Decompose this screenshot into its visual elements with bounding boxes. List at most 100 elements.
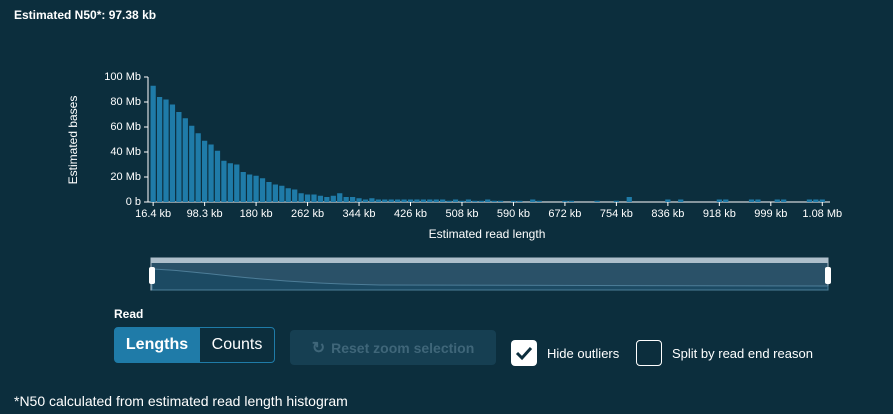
x-tick-label: 999 kb <box>754 208 787 220</box>
x-tick-label: 16.4 kb <box>135 208 171 220</box>
brush-handle-right[interactable] <box>825 267 831 284</box>
bar <box>819 199 825 202</box>
bar <box>221 160 227 202</box>
bar <box>774 199 780 202</box>
bar <box>176 112 182 202</box>
bar <box>234 164 240 202</box>
reset-icon: ↻ <box>311 339 326 357</box>
footnote: *N50 calculated from estimated read leng… <box>14 393 348 409</box>
x-tick-label: 836 kb <box>651 208 684 220</box>
split-label: Split by read end reason <box>672 346 813 361</box>
bar <box>324 197 330 202</box>
bar <box>465 199 472 202</box>
bar <box>407 199 414 202</box>
x-tick-label: 918 kb <box>703 208 736 220</box>
bar <box>806 199 813 202</box>
bar <box>214 150 221 202</box>
split-checkbox[interactable] <box>636 340 662 366</box>
bar <box>568 200 574 202</box>
bar <box>452 199 459 202</box>
bar <box>195 133 201 202</box>
bar <box>665 199 671 202</box>
bar <box>349 197 356 202</box>
x-tick-label: 344 kb <box>343 208 376 220</box>
bar <box>304 194 311 202</box>
bar <box>330 195 336 202</box>
bar <box>253 175 259 202</box>
bar <box>678 199 684 202</box>
bar <box>292 189 298 202</box>
bar <box>240 172 246 202</box>
bar <box>813 199 819 202</box>
x-tick-label: 180 kb <box>240 208 273 220</box>
brush-handle-top[interactable] <box>151 258 828 263</box>
bar <box>337 193 343 202</box>
n50-title: Estimated N50*: 97.38 kb <box>14 8 157 22</box>
bar <box>433 199 439 202</box>
x-tick-label: 590 kb <box>497 208 530 220</box>
bar <box>259 178 266 202</box>
bar <box>356 198 362 202</box>
hide-outliers-checkbox[interactable] <box>511 340 537 366</box>
y-tick-label: 0 b <box>126 196 141 208</box>
bar <box>182 118 188 202</box>
x-tick-label: 426 kb <box>394 208 427 220</box>
lengths-button[interactable]: Lengths <box>114 327 200 363</box>
bar <box>279 185 285 202</box>
bar <box>266 182 272 202</box>
bar <box>227 163 233 202</box>
bar <box>395 199 401 202</box>
bar <box>375 199 381 202</box>
x-axis-label: Estimated read length <box>429 227 546 241</box>
bar <box>716 199 722 202</box>
bar <box>208 144 214 202</box>
y-tick-label: 40 Mb <box>110 146 141 158</box>
bar <box>517 200 523 202</box>
bar <box>613 200 620 202</box>
bar <box>272 184 279 202</box>
bar <box>485 199 491 202</box>
reset-zoom-button[interactable]: ↻ Reset zoom selection <box>290 330 496 365</box>
bar <box>285 188 291 202</box>
bar <box>459 200 465 202</box>
bar <box>247 174 253 202</box>
reset-text: Reset zoom selection <box>331 339 475 356</box>
hide-outliers-label: Hide outliers <box>547 346 620 361</box>
bar <box>530 199 536 202</box>
bar <box>536 200 542 202</box>
bar <box>755 199 761 202</box>
bar <box>472 200 478 202</box>
bar <box>497 200 504 202</box>
x-tick-label: 262 kb <box>291 208 324 220</box>
bar <box>311 194 317 202</box>
bar <box>163 99 169 202</box>
brush-handle-left[interactable] <box>149 267 155 284</box>
bar <box>401 199 407 202</box>
bar <box>414 199 420 202</box>
bar <box>562 200 568 202</box>
overview-area <box>151 268 829 291</box>
bar <box>189 125 195 202</box>
bar <box>478 200 484 202</box>
bar <box>723 199 729 202</box>
y-tick-label: 60 Mb <box>110 121 141 133</box>
y-tick-label: 100 Mb <box>104 71 141 83</box>
bar <box>343 197 349 202</box>
bar <box>362 199 369 202</box>
bar <box>510 200 517 202</box>
bar <box>169 104 176 202</box>
x-tick-label: 754 kb <box>600 208 633 220</box>
bar <box>382 199 388 202</box>
x-tick-label: 508 kb <box>445 208 478 220</box>
counts-button[interactable]: Counts <box>199 327 275 363</box>
bar <box>156 97 163 202</box>
bar <box>781 199 787 202</box>
y-tick-label: 20 Mb <box>110 171 141 183</box>
x-tick-label: 672 kb <box>548 208 581 220</box>
check-icon <box>515 346 533 361</box>
x-tick-label: 98.3 kb <box>187 208 223 220</box>
bar <box>317 195 324 202</box>
y-tick-label: 80 Mb <box>110 96 141 108</box>
bar <box>446 200 452 202</box>
bar <box>440 199 446 202</box>
